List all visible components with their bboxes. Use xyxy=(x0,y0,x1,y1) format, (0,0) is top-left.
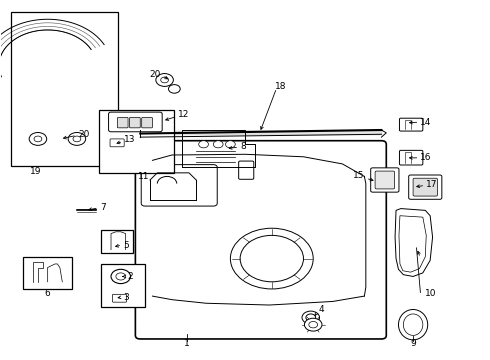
FancyBboxPatch shape xyxy=(399,118,423,131)
Text: 19: 19 xyxy=(30,167,41,176)
Text: 3: 3 xyxy=(123,293,129,302)
Circle shape xyxy=(116,273,125,280)
FancyBboxPatch shape xyxy=(135,141,386,339)
Text: 9: 9 xyxy=(410,339,416,348)
Text: 14: 14 xyxy=(420,118,432,127)
Circle shape xyxy=(304,318,322,331)
FancyBboxPatch shape xyxy=(113,294,126,302)
Text: 15: 15 xyxy=(353,171,365,180)
FancyBboxPatch shape xyxy=(413,178,438,196)
FancyBboxPatch shape xyxy=(117,117,128,128)
FancyBboxPatch shape xyxy=(110,139,124,147)
FancyBboxPatch shape xyxy=(101,264,145,307)
Circle shape xyxy=(302,311,319,324)
Circle shape xyxy=(309,321,318,328)
FancyBboxPatch shape xyxy=(24,257,72,289)
Text: 5: 5 xyxy=(123,240,129,249)
Circle shape xyxy=(34,136,42,142)
Text: 16: 16 xyxy=(420,153,432,162)
FancyBboxPatch shape xyxy=(399,150,423,165)
FancyBboxPatch shape xyxy=(239,161,254,179)
Circle shape xyxy=(68,132,86,145)
FancyBboxPatch shape xyxy=(109,112,162,132)
Polygon shape xyxy=(395,208,433,276)
Text: 20: 20 xyxy=(150,70,161,79)
Text: 20: 20 xyxy=(78,130,89,139)
Text: 10: 10 xyxy=(425,289,437,298)
Ellipse shape xyxy=(398,310,428,340)
Circle shape xyxy=(29,132,47,145)
Text: 11: 11 xyxy=(138,172,150,181)
Text: 7: 7 xyxy=(100,203,106,212)
FancyBboxPatch shape xyxy=(11,12,118,166)
Ellipse shape xyxy=(403,314,423,336)
Circle shape xyxy=(156,73,173,86)
FancyBboxPatch shape xyxy=(142,117,152,128)
Text: 12: 12 xyxy=(178,111,189,120)
FancyBboxPatch shape xyxy=(101,230,133,253)
Text: 6: 6 xyxy=(45,289,50,298)
Circle shape xyxy=(199,141,208,148)
FancyBboxPatch shape xyxy=(129,117,140,128)
Circle shape xyxy=(230,228,313,289)
Polygon shape xyxy=(399,216,426,272)
FancyBboxPatch shape xyxy=(375,171,394,189)
Circle shape xyxy=(73,136,81,142)
Circle shape xyxy=(225,141,235,148)
Circle shape xyxy=(111,269,130,284)
Circle shape xyxy=(306,314,316,321)
FancyBboxPatch shape xyxy=(409,175,442,199)
Text: 2: 2 xyxy=(127,272,133,281)
Circle shape xyxy=(213,141,223,148)
FancyBboxPatch shape xyxy=(141,165,217,206)
Text: 1: 1 xyxy=(184,339,190,348)
Circle shape xyxy=(169,85,180,93)
Text: 4: 4 xyxy=(318,305,324,314)
Text: 18: 18 xyxy=(275,82,287,91)
Text: 8: 8 xyxy=(240,141,246,150)
FancyBboxPatch shape xyxy=(99,111,174,173)
FancyBboxPatch shape xyxy=(371,168,399,192)
Circle shape xyxy=(240,235,303,282)
Text: 17: 17 xyxy=(426,180,438,189)
Text: 13: 13 xyxy=(124,135,136,144)
Circle shape xyxy=(161,77,169,83)
